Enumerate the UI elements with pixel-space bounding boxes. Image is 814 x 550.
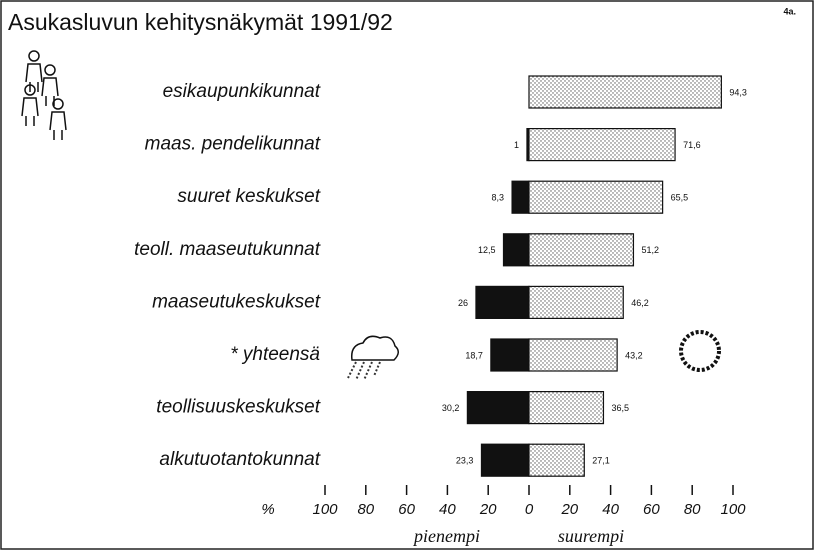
x-tick-label: 60 [643, 501, 660, 518]
category-label: teollisuuskeskukset [156, 397, 320, 418]
value-label: 30,2 [442, 403, 460, 413]
value-label: 18,7 [465, 350, 483, 360]
page-label: 4a. [783, 6, 796, 16]
people-icon [21, 50, 67, 140]
x-tick-label: 100 [312, 501, 338, 518]
value-label: 65,5 [671, 193, 689, 203]
value-label: 12,5 [478, 245, 496, 255]
axis-unit: % [261, 501, 274, 518]
x-tick-label: 40 [602, 501, 619, 518]
x-tick-label: 20 [560, 501, 578, 518]
value-label: 51,2 [641, 245, 659, 255]
bar [528, 75, 722, 109]
category-label: esikaupunkikunnat [163, 81, 321, 102]
bar [528, 233, 635, 267]
category-label: maaseutukeskukset [152, 291, 321, 312]
category-label: * yhteensä [230, 344, 320, 365]
value-label: 36,5 [611, 403, 629, 413]
x-tick-label: 60 [398, 501, 415, 518]
series-name: suurempi [558, 526, 624, 546]
value-label: 43,2 [625, 350, 643, 360]
x-tick-label: 100 [720, 501, 746, 518]
bar [528, 338, 618, 372]
bar [528, 180, 664, 214]
bar [502, 233, 530, 267]
value-label: 23,3 [456, 456, 474, 466]
value-label: 46,2 [631, 298, 649, 308]
bar [528, 391, 605, 425]
cloud-icon [347, 335, 399, 381]
bar [490, 338, 530, 372]
x-tick-label: 80 [357, 501, 374, 518]
category-label: suuret keskukset [177, 186, 320, 207]
value-label: 8,3 [492, 193, 505, 203]
category-label: maas. pendelikunnat [145, 134, 321, 155]
chart-title: Asukasluvun kehitysnäkymät 1991/92 [8, 9, 393, 35]
value-label: 94,3 [729, 87, 747, 97]
value-label: 71,6 [683, 140, 701, 150]
bar [466, 391, 530, 425]
value-label: 27,1 [592, 456, 610, 466]
value-label: 1 [514, 140, 519, 150]
sun-icon [679, 330, 721, 372]
bar [511, 180, 530, 214]
x-tick-label: 20 [479, 501, 497, 518]
series-name: pienempi [412, 526, 480, 546]
bar [528, 285, 624, 319]
category-label: teoll. maaseutukunnat [134, 239, 321, 260]
value-label: 26 [458, 298, 468, 308]
bar [480, 443, 530, 477]
bar [528, 443, 585, 477]
bar [528, 128, 676, 162]
x-tick-label: 0 [525, 501, 534, 518]
category-label: alkutuotantokunnat [159, 449, 320, 470]
bar [475, 285, 530, 319]
x-tick-label: 40 [439, 501, 456, 518]
x-tick-label: 80 [684, 501, 701, 518]
